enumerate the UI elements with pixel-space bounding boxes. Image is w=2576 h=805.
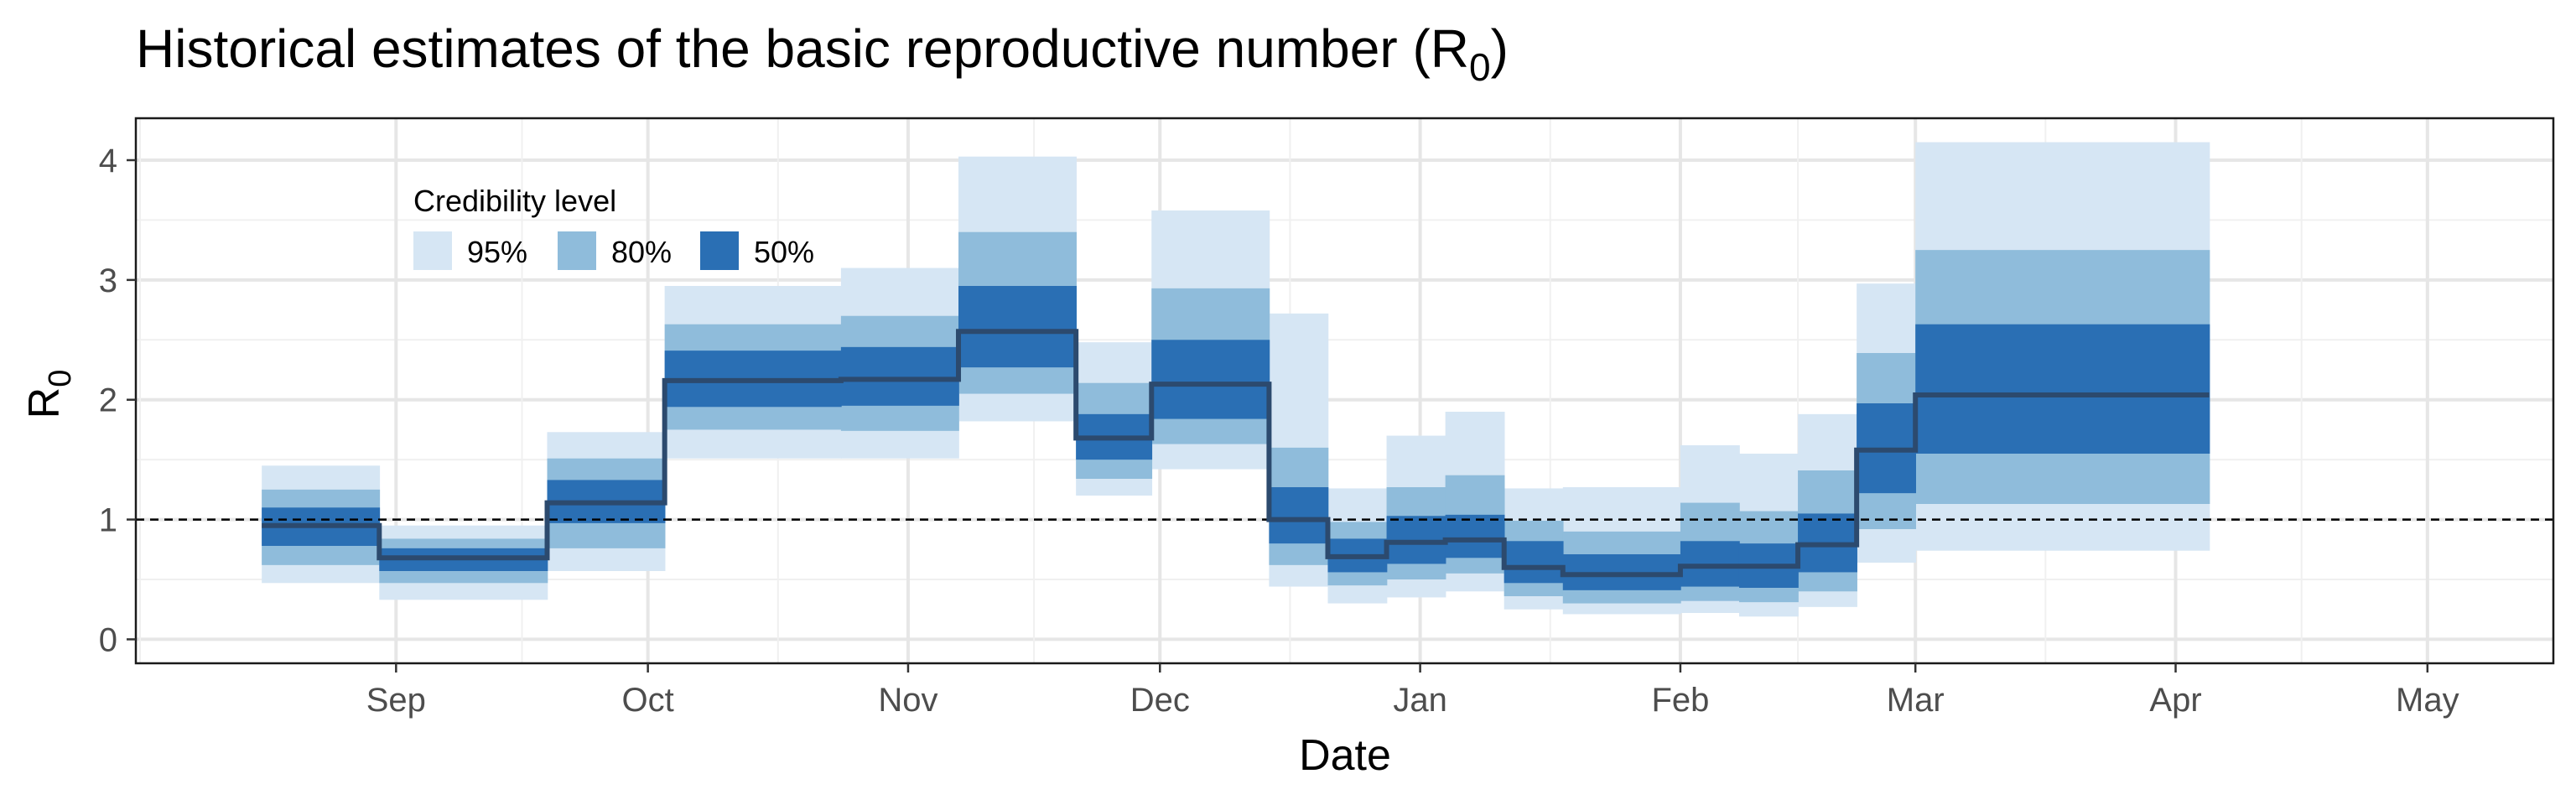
svg-text:R0: R0 bbox=[20, 370, 78, 419]
y-tick-label: 0 bbox=[99, 621, 117, 658]
band-50-segment bbox=[1915, 324, 2210, 454]
x-tick-label: Mar bbox=[1887, 682, 1945, 719]
band-50-segment bbox=[1504, 541, 1564, 584]
x-tick-label: Nov bbox=[878, 682, 937, 719]
y-axis-title: R0 bbox=[20, 370, 78, 419]
band-50-segment bbox=[1151, 340, 1270, 419]
y-axis: 0 1 2 3 4 bbox=[99, 143, 136, 658]
legend-label-95: 95% bbox=[467, 235, 527, 269]
legend-label-80: 80% bbox=[611, 235, 672, 269]
legend-label-50: 50% bbox=[754, 235, 814, 269]
legend-swatch-50 bbox=[700, 231, 739, 270]
y-tick-label: 3 bbox=[99, 262, 117, 299]
y-tick-label: 2 bbox=[99, 382, 117, 419]
legend-swatch-80 bbox=[558, 231, 596, 270]
y-tick-label: 4 bbox=[99, 143, 117, 179]
x-tick-label: Jan bbox=[1393, 682, 1447, 719]
x-tick-label: May bbox=[2396, 682, 2459, 719]
plot-frame bbox=[134, 117, 2555, 665]
x-axis-title: Date bbox=[1299, 731, 1391, 780]
band-50-segment bbox=[958, 286, 1077, 368]
x-axis: Sep Oct Nov Dec Jan Feb Mar Apr May bbox=[366, 663, 2459, 719]
x-tick-label: Apr bbox=[2149, 682, 2201, 719]
band-50-segment bbox=[1269, 487, 1329, 544]
median-line bbox=[262, 329, 2210, 578]
x-tick-label: Sep bbox=[366, 682, 426, 719]
y-tick-label: 1 bbox=[99, 502, 117, 539]
legend-swatch-95 bbox=[413, 231, 452, 270]
band-50-segment bbox=[1445, 514, 1505, 558]
chart-title: Historical estimates of the basic reprod… bbox=[136, 18, 1509, 89]
band-50-segment bbox=[840, 346, 959, 406]
x-tick-label: Feb bbox=[1651, 682, 1709, 719]
legend-title: Credibility level bbox=[413, 184, 616, 218]
x-tick-label: Dec bbox=[1130, 682, 1190, 719]
x-tick-label: Oct bbox=[622, 682, 674, 719]
legend: Credibility level 95% 80% 50% bbox=[413, 184, 814, 270]
